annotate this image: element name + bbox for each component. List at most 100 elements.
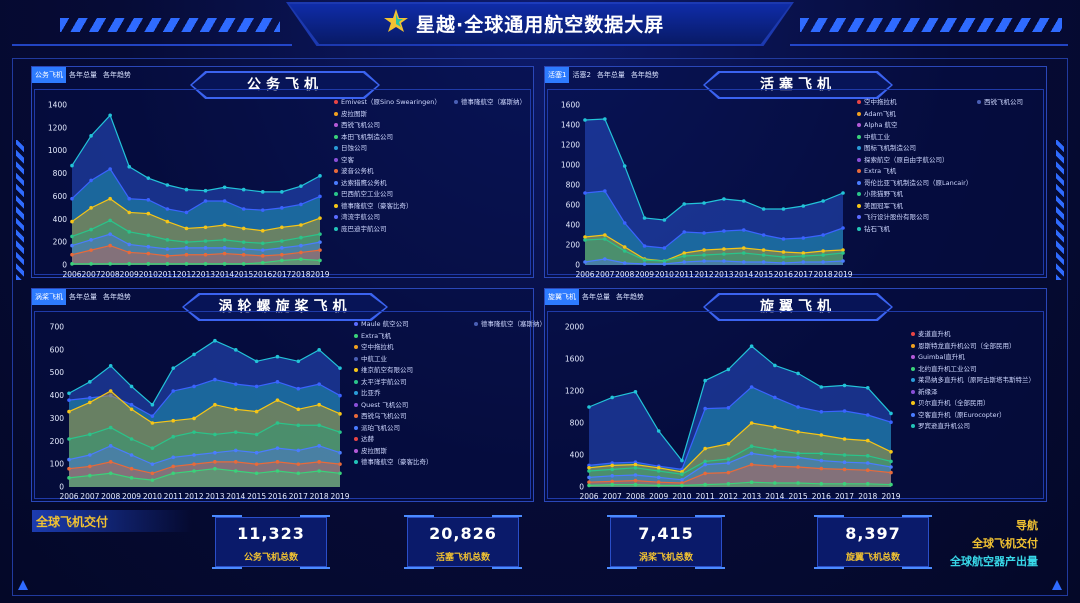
legend-item[interactable]: 新缘泽 bbox=[911, 387, 938, 397]
data-point[interactable] bbox=[127, 196, 132, 201]
data-point[interactable] bbox=[129, 466, 134, 471]
data-point[interactable] bbox=[254, 450, 259, 455]
data-point[interactable] bbox=[841, 226, 845, 230]
data-point[interactable] bbox=[842, 460, 847, 464]
data-point[interactable] bbox=[587, 466, 591, 470]
data-point[interactable] bbox=[662, 218, 667, 222]
data-point[interactable] bbox=[722, 229, 726, 233]
legend-item[interactable]: 哥伦比亚飞机制造公司（原Lancair） bbox=[857, 178, 972, 188]
tab-annual-trend[interactable]: 各年趋势 bbox=[103, 293, 131, 301]
data-point[interactable] bbox=[241, 262, 246, 266]
data-point[interactable] bbox=[796, 430, 800, 434]
data-point[interactable] bbox=[726, 457, 731, 461]
data-point[interactable] bbox=[656, 429, 661, 433]
data-point[interactable] bbox=[165, 219, 170, 224]
data-point[interactable] bbox=[280, 206, 284, 210]
data-point[interactable] bbox=[773, 481, 777, 485]
data-point[interactable] bbox=[338, 430, 342, 434]
data-point[interactable] bbox=[633, 466, 638, 470]
legend-item[interactable]: 本田飞机制造公司 bbox=[334, 132, 393, 142]
data-point[interactable] bbox=[821, 199, 825, 203]
data-point[interactable] bbox=[726, 482, 731, 486]
data-point[interactable] bbox=[192, 453, 196, 457]
legend-item[interactable]: 派珀飞机公司 bbox=[354, 423, 400, 433]
data-point[interactable] bbox=[129, 407, 134, 412]
data-point[interactable] bbox=[622, 221, 627, 225]
data-point[interactable] bbox=[222, 238, 227, 242]
legend-item[interactable]: 达索猎鹰公务机 bbox=[334, 178, 387, 188]
data-point[interactable] bbox=[222, 223, 227, 227]
data-point[interactable] bbox=[819, 385, 824, 389]
tab-annual-trend[interactable]: 各年趋势 bbox=[103, 71, 131, 79]
data-point[interactable] bbox=[801, 251, 806, 255]
data-point[interactable] bbox=[275, 469, 280, 473]
data-point[interactable] bbox=[129, 384, 134, 389]
data-point[interactable] bbox=[108, 389, 113, 393]
data-point[interactable] bbox=[213, 432, 217, 437]
data-point[interactable] bbox=[842, 409, 847, 413]
data-point[interactable] bbox=[299, 257, 303, 262]
data-point[interactable] bbox=[726, 367, 731, 372]
legend-item[interactable]: 湾流宇航公司 bbox=[334, 212, 380, 222]
data-point[interactable] bbox=[88, 400, 92, 405]
data-point[interactable] bbox=[299, 184, 303, 188]
data-point[interactable] bbox=[703, 471, 707, 476]
data-point[interactable] bbox=[889, 482, 893, 487]
data-point[interactable] bbox=[165, 254, 170, 258]
data-point[interactable] bbox=[108, 232, 112, 236]
data-point[interactable] bbox=[726, 461, 731, 465]
data-point[interactable] bbox=[703, 406, 707, 411]
tab-turboprop[interactable]: 涡桨飞机 bbox=[32, 289, 66, 305]
data-point[interactable] bbox=[192, 430, 196, 434]
data-point[interactable] bbox=[127, 250, 132, 255]
data-point[interactable] bbox=[254, 409, 259, 414]
legend-item[interactable]: 空客 bbox=[334, 155, 354, 165]
legend-item[interactable]: Extra飞机 bbox=[354, 331, 391, 341]
data-point[interactable] bbox=[662, 259, 667, 263]
data-point[interactable] bbox=[150, 462, 155, 466]
data-point[interactable] bbox=[841, 259, 845, 263]
data-point[interactable] bbox=[889, 470, 893, 475]
data-point[interactable] bbox=[796, 371, 800, 376]
data-point[interactable] bbox=[842, 383, 847, 388]
data-point[interactable] bbox=[841, 191, 845, 195]
data-point[interactable] bbox=[680, 458, 684, 463]
data-point[interactable] bbox=[203, 188, 208, 193]
data-point[interactable] bbox=[842, 467, 847, 472]
legend-item[interactable]: 探索航空（原自由宇航公司） bbox=[857, 155, 949, 165]
data-point[interactable] bbox=[260, 228, 265, 233]
data-point[interactable] bbox=[184, 240, 189, 244]
data-point[interactable] bbox=[165, 183, 170, 187]
data-point[interactable] bbox=[610, 479, 615, 484]
data-point[interactable] bbox=[741, 199, 746, 203]
data-point[interactable] bbox=[642, 216, 647, 220]
data-point[interactable] bbox=[761, 207, 766, 211]
data-point[interactable] bbox=[241, 252, 246, 257]
data-point[interactable] bbox=[146, 176, 151, 180]
data-point[interactable] bbox=[260, 190, 265, 194]
data-point[interactable] bbox=[749, 421, 754, 425]
data-point[interactable] bbox=[171, 389, 176, 393]
data-point[interactable] bbox=[702, 201, 706, 205]
data-point[interactable] bbox=[260, 254, 265, 258]
legend-item[interactable]: 皮拉图斯 bbox=[334, 109, 367, 119]
tab-rotorcraft[interactable]: 旋翼飞机 bbox=[545, 289, 579, 305]
tab-annual-total[interactable]: 各年总量 bbox=[69, 293, 97, 301]
legend-item[interactable]: Extra 飞机 bbox=[857, 166, 896, 176]
data-point[interactable] bbox=[89, 238, 93, 242]
data-point[interactable] bbox=[662, 246, 667, 250]
data-point[interactable] bbox=[819, 451, 824, 456]
data-point[interactable] bbox=[603, 117, 607, 121]
data-point[interactable] bbox=[254, 432, 259, 437]
data-point[interactable] bbox=[67, 398, 71, 402]
data-point[interactable] bbox=[318, 232, 322, 236]
data-point[interactable] bbox=[127, 164, 132, 169]
tab-business-jets[interactable]: 公务飞机 bbox=[32, 67, 66, 83]
data-point[interactable] bbox=[146, 198, 151, 202]
data-point[interactable] bbox=[222, 246, 227, 250]
data-point[interactable] bbox=[703, 462, 707, 467]
legend-item[interactable]: 德事隆航空（塞斯纳） bbox=[474, 319, 546, 329]
data-point[interactable] bbox=[622, 245, 627, 249]
data-point[interactable] bbox=[108, 196, 112, 201]
data-point[interactable] bbox=[254, 471, 259, 476]
